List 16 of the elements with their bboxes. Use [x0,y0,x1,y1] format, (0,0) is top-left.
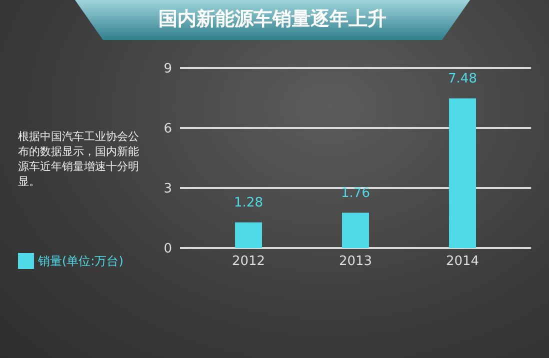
legend-label: 销量(单位:万台) [38,254,124,268]
data-label: 7.48 [448,71,477,86]
text: 根据中国汽车工业协会公布的数据显示，国内新能源车近年销量增速十分明显。 [18,129,140,189]
x-tick-label: 2012 [232,254,266,270]
data-label: 1.76 [341,186,370,201]
bar [449,98,476,248]
y-tick-label: 3 [164,182,172,197]
x-tick-label: 2014 [446,254,480,270]
bar [235,222,262,248]
x-tick-label: 2013 [338,254,372,270]
y-tick-label: 6 [164,122,172,137]
bar [342,212,369,248]
data-label: 1.28 [234,195,263,210]
y-tick-label: 9 [164,62,172,77]
chart-title: 国内新能源车销量逐年上升 [158,7,388,32]
y-tick-label: 0 [164,242,172,257]
